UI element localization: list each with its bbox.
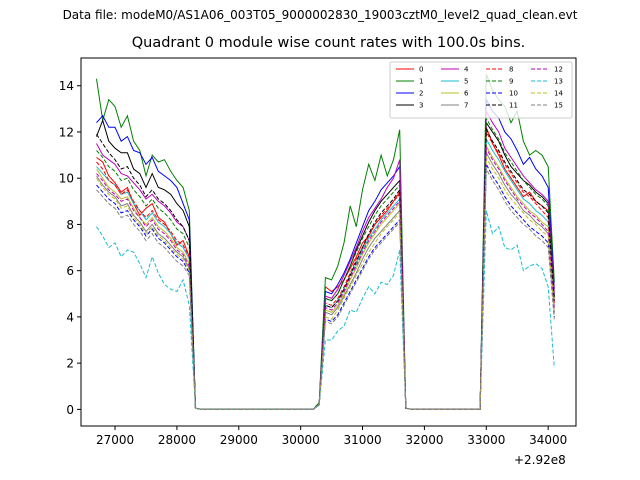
legend-label-14: 14: [554, 90, 563, 98]
legend-label-0: 0: [419, 66, 423, 74]
series-line-15: [96, 167, 555, 410]
legend-label-1: 1: [419, 78, 423, 86]
legend-label-11: 11: [509, 102, 518, 110]
legend-label-8: 8: [509, 66, 513, 74]
y-tick-label: 4: [66, 310, 74, 324]
x-tick-label: 27000: [96, 433, 134, 447]
chart-title: Quadrant 0 module wise count rates with …: [131, 35, 526, 51]
x-tick-label: 32000: [405, 433, 443, 447]
legend-label-5: 5: [464, 78, 468, 86]
legend-label-3: 3: [419, 102, 423, 110]
legend-label-10: 10: [509, 90, 518, 98]
legend-label-6: 6: [464, 90, 469, 98]
legend-box: [389, 61, 573, 119]
x-offset-label: +2.92e8: [514, 453, 566, 467]
legend-label-9: 9: [509, 78, 513, 86]
x-axis: 27000 28000 29000 30000 31000 32000 33000 34000: [96, 426, 567, 447]
x-tick-label: 28000: [158, 433, 196, 447]
legend-label-4: 4: [464, 66, 469, 74]
legend-label-13: 13: [554, 78, 563, 86]
legend-label-7: 7: [464, 102, 468, 110]
y-tick-label: 8: [66, 218, 74, 232]
x-tick-label: 31000: [343, 433, 381, 447]
plot-frame: [80, 57, 577, 427]
x-tick-label: 33000: [467, 433, 505, 447]
x-tick-label: 30000: [282, 433, 320, 447]
x-tick-label: 34000: [529, 433, 567, 447]
y-tick-label: 2: [66, 357, 74, 371]
x-tick-label: 29000: [220, 433, 258, 447]
y-tick-label: 14: [59, 79, 74, 93]
series-line-14: [96, 155, 555, 410]
figure-suptitle: Data file: modeM0/AS1A06_003T05_90000028…: [62, 8, 578, 22]
legend-label-12: 12: [554, 66, 563, 74]
y-axis: 0 2 4 6 8 10 12 14: [59, 79, 81, 417]
legend-label-2: 2: [419, 90, 423, 98]
y-tick-label: 0: [66, 403, 74, 417]
y-tick-label: 10: [59, 172, 74, 186]
series-layer: [96, 74, 555, 410]
y-tick-label: 12: [59, 125, 74, 139]
y-tick-label: 6: [66, 264, 74, 278]
legend-label-15: 15: [554, 102, 563, 110]
